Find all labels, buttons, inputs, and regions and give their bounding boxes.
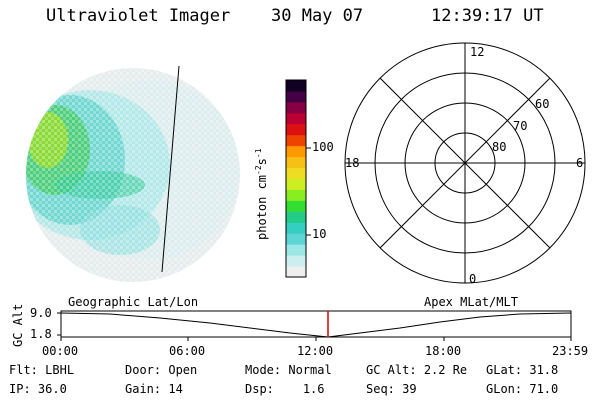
colorbar-segment [286, 233, 306, 245]
timeline-frame [60, 310, 572, 338]
colorbar-segment [286, 244, 306, 256]
colorbar-segment [286, 211, 306, 223]
auroral-image [26, 68, 240, 282]
header-time: 12:39:17 UT [431, 6, 544, 26]
terminator-line [161, 65, 180, 273]
geographic-label: Geographic Lat/Lon [68, 295, 199, 309]
y-bottom-label: 1.8 [30, 327, 52, 341]
polar-label-0: 0 [469, 272, 477, 286]
colorbar-segment [286, 156, 306, 169]
polar-lat-60: 60 [535, 97, 550, 111]
x-tick-0000: 00:00 [42, 344, 79, 358]
polar-plot [344, 42, 586, 284]
y-top-label: 9.0 [30, 306, 52, 320]
colorbar-segment [286, 90, 306, 103]
colorbar-segment [286, 222, 306, 234]
x-tick-1200: 12:00 [297, 344, 334, 358]
colorbar-segment [286, 112, 306, 125]
polar-label-12: 12 [470, 45, 485, 59]
x-tick-0600: 06:00 [169, 344, 206, 358]
info-seq: Seq: 39 [366, 382, 417, 396]
colorbar-segment [286, 167, 306, 179]
colorbar-segment [286, 123, 306, 136]
info-dsp: Dsp: 1.6 [245, 382, 325, 396]
info-flt: Flt: LBHL [9, 363, 75, 377]
colorbar-label-100: 100 [312, 140, 334, 154]
x-tick-1800: 18:00 [425, 344, 462, 358]
colorbar [286, 80, 306, 278]
polar-lat-80: 80 [492, 140, 507, 154]
polar-lat-70: 70 [513, 119, 528, 133]
gc-alt-axis-label: GC Alt [11, 303, 25, 347]
info-glat: GLat: 31.8 [486, 363, 559, 377]
polar-axis-diag2 [379, 77, 551, 249]
info-ip: IP: 36.0 [9, 382, 67, 396]
polar-label-6: 6 [576, 156, 584, 170]
x-tick-2359: 23:59 [552, 344, 589, 358]
info-door: Door: Open [125, 363, 198, 377]
colorbar-segment [286, 101, 306, 114]
info-mode: Mode: Normal [245, 363, 332, 377]
colorbar-segment [286, 134, 306, 147]
page-title: Ultraviolet Imager [46, 6, 231, 26]
colorbar-segment [286, 266, 306, 278]
info-gain: Gain: 14 [125, 382, 183, 396]
info-glon: GLon: 71.0 [486, 382, 559, 396]
colorbar-units: photon cm-2s-1 [254, 148, 269, 240]
colorbar-segment [286, 145, 306, 158]
colorbar-segment [286, 200, 306, 212]
altitude-curve [60, 312, 572, 338]
colorbar-segment [286, 255, 306, 267]
header-date: 30 May 07 [271, 6, 364, 26]
colorbar-frame [285, 79, 307, 278]
colorbar-segment [286, 178, 306, 190]
colorbar-segment [286, 80, 306, 92]
polar-label-18: 18 [345, 156, 360, 170]
colorbar-segment [286, 189, 306, 201]
apex-label: Apex MLat/MLT [424, 295, 518, 309]
info-gc-alt: GC Alt: 2.2 Re [366, 363, 468, 377]
colorbar-label-10: 10 [312, 227, 327, 241]
